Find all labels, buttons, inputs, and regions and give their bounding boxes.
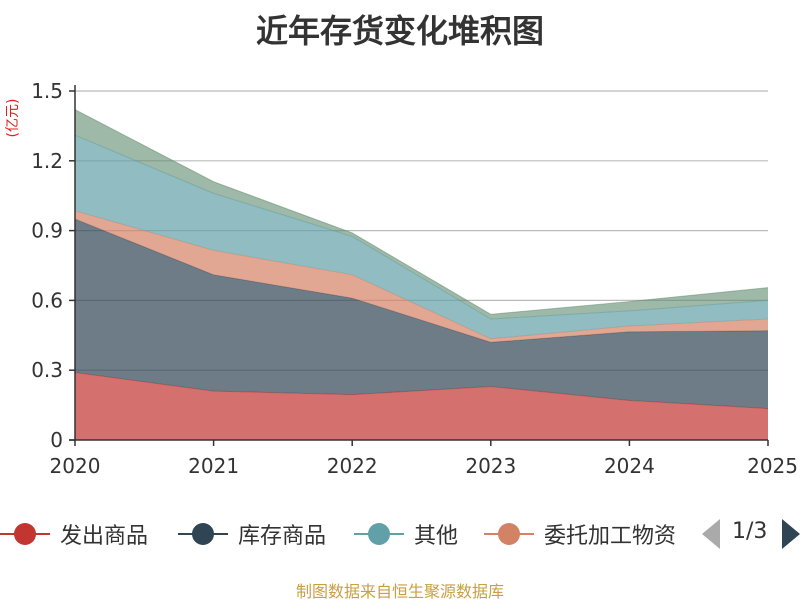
x-tick-label: 2025 [747, 454, 798, 478]
legend-prev-arrow-icon[interactable] [702, 519, 720, 549]
y-tick-label: 0.3 [31, 358, 63, 382]
x-tick-label: 2020 [50, 454, 101, 478]
area-series-0 [75, 372, 768, 440]
y-tick-label: 1.5 [31, 79, 63, 103]
legend-marker [354, 517, 404, 551]
area-series-3 [75, 135, 768, 339]
legend-item-weituo[interactable]: 委托加工物资 [484, 517, 676, 551]
x-tick-label: 2023 [465, 454, 516, 478]
legend-marker [0, 517, 50, 551]
chart-title: 近年存货变化堆积图 [255, 12, 544, 50]
y-tick-label: 0.6 [31, 288, 63, 312]
legend-item-qita[interactable]: 其他 [354, 517, 458, 551]
legend: 发出商品 库存商品 其他 委托加工物资 1/3 [0, 517, 800, 551]
legend-page-count: 1/3 [732, 519, 768, 544]
legend-marker [484, 517, 534, 551]
legend-next-arrow-icon[interactable] [782, 519, 800, 549]
data-source-note: 制图数据来自恒生聚源数据库 [295, 582, 504, 601]
legend-label: 库存商品 [238, 524, 327, 549]
area-series-4 [75, 109, 768, 320]
area-series-1 [75, 218, 768, 409]
area-series-edge-4 [74, 109, 769, 315]
legend-item-kucun[interactable]: 库存商品 [178, 517, 326, 551]
legend-label: 委托加工物资 [544, 524, 677, 549]
legend-marker [178, 517, 228, 551]
legend-label: 发出商品 [60, 524, 149, 549]
stacked-area-chart: 0 0.3 0.6 0.9 1.2 1.5 2020 2021 2022 2023 2024 2025 [31, 79, 798, 478]
y-tick-label: 0 [50, 428, 63, 452]
legend-label: 其他 [414, 524, 459, 549]
x-tick-label: 2024 [604, 454, 655, 478]
x-tick-label: 2021 [188, 454, 239, 478]
y-tick-label: 1.2 [31, 149, 63, 173]
legend-pager: 1/3 [700, 517, 800, 551]
x-tick-label: 2022 [327, 454, 378, 478]
legend-item-fachu[interactable]: 发出商品 [0, 517, 148, 551]
area-series-edge-0 [74, 372, 769, 410]
y-tick-label: 0.9 [31, 219, 63, 243]
area-series-2 [75, 210, 768, 343]
